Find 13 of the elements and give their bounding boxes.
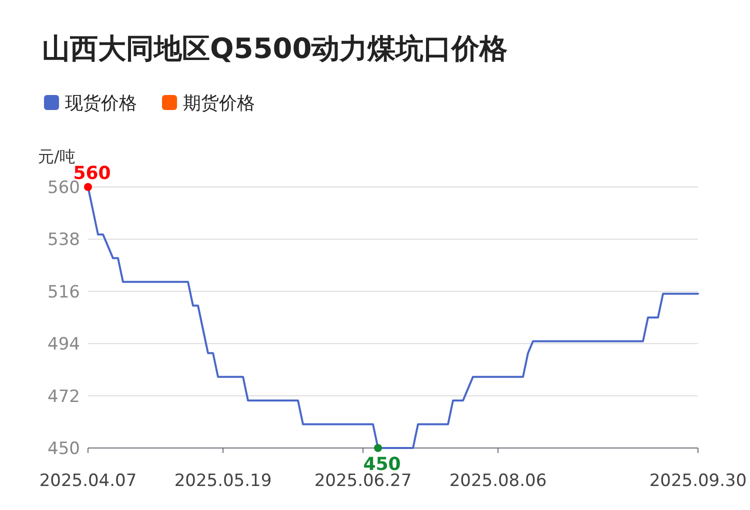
y-axis-title: 元/吨 <box>38 147 76 166</box>
y-tick-label: 494 <box>48 334 80 355</box>
legend-label: 期货价格 <box>183 93 255 114</box>
x-tick-label: 2025.09.30 <box>649 471 747 491</box>
x-tick-label: 2025.04.07 <box>39 471 137 491</box>
y-tick-label: 450 <box>48 439 80 459</box>
chart-title: 山西大同地区Q5500动力煤坑口价格 <box>42 32 508 65</box>
x-tick-label: 2025.08.06 <box>449 471 547 491</box>
x-tick-label: 2025.05.19 <box>174 471 272 491</box>
y-tick-label: 538 <box>48 230 80 250</box>
y-tick-label: 516 <box>48 282 80 302</box>
legend-label: 现货价格 <box>65 93 137 114</box>
y-tick-label: 472 <box>48 386 80 407</box>
